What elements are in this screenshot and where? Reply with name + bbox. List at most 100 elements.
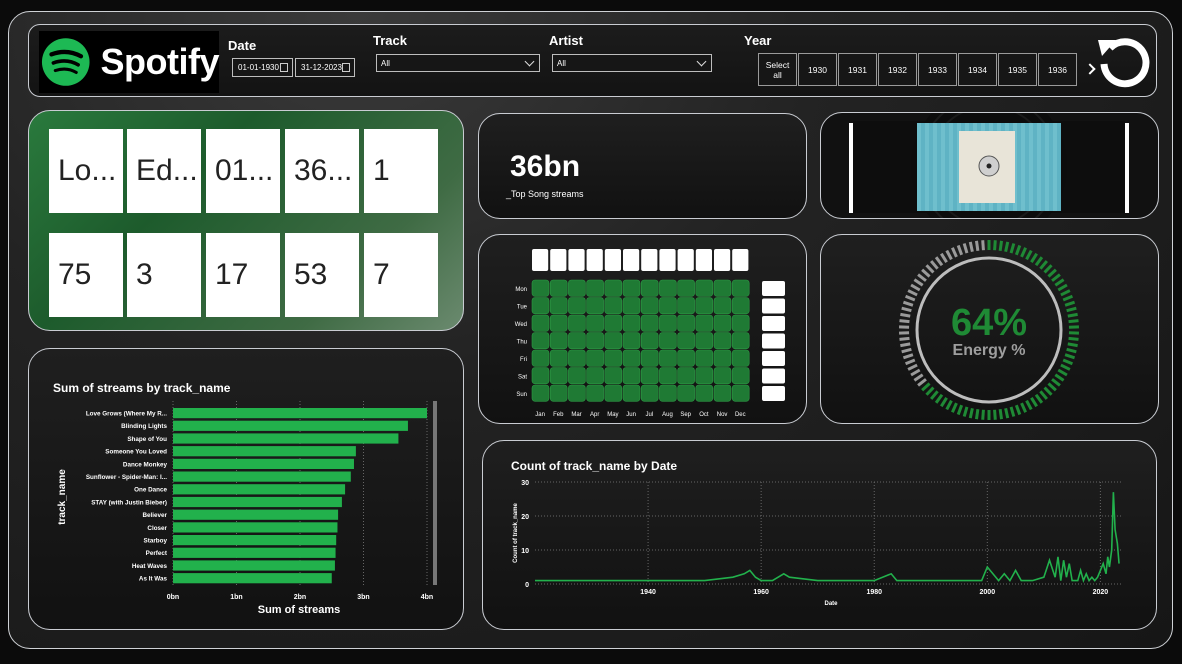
- category-label: Sunflower - Spider-Man: I...: [86, 474, 167, 481]
- day-label: Mon: [515, 287, 527, 293]
- kpi-tile: 53: [285, 233, 359, 317]
- gauge-tick: [910, 283, 921, 292]
- month-header-box: [604, 249, 621, 271]
- gauge-tick: [1062, 358, 1074, 366]
- gauge-tick: [1047, 268, 1057, 278]
- x-tick-label: 2000: [980, 589, 996, 596]
- heatmap-cell: [659, 297, 677, 315]
- heatmap-chart: Jan Feb Mar Apr May Jun Jul Aug Sep Oct Nov Dec Mon T…: [515, 249, 785, 418]
- gauge-tick: [998, 240, 1004, 251]
- y-tick-label: 10: [521, 548, 529, 555]
- streams-bar-chart: 0bn 1bn 2bn 3bn 4bn Love Grows (Where My R...…: [57, 401, 437, 616]
- year-button[interactable]: 1931: [838, 53, 877, 86]
- x-tick-label: 3bn: [357, 594, 369, 601]
- heatmap-cell: [604, 367, 623, 385]
- category-label: Believer: [142, 512, 167, 519]
- year-button[interactable]: 1934: [958, 53, 997, 86]
- gauge-tick: [910, 368, 921, 377]
- date-filter-label: Date: [228, 38, 257, 53]
- gauge-tick: [1057, 283, 1068, 292]
- top-song-value: 36bn: [510, 150, 581, 183]
- heatmap-cell: [659, 367, 677, 385]
- track-dropdown[interactable]: All: [376, 54, 540, 72]
- gauge-tick: [945, 399, 953, 411]
- gauge-tick: [913, 373, 924, 382]
- year-button[interactable]: 1932: [878, 53, 917, 86]
- calendar-icon[interactable]: [280, 63, 288, 72]
- gauge-tick: [1067, 342, 1078, 348]
- gauge-tick: [1062, 294, 1074, 302]
- gauge-tick: [1030, 252, 1038, 263]
- month-header-box: [641, 249, 658, 271]
- artist-dropdown[interactable]: All: [552, 54, 712, 72]
- chevron-down-icon: [524, 56, 535, 67]
- kpi-tiles-panel: Lo... Ed... 01... 36... 1 75 3 17 53 7: [28, 110, 464, 331]
- bar: [173, 573, 332, 584]
- heatmap-cell: [586, 314, 604, 332]
- heatmap-cell: [677, 314, 695, 332]
- bar: [173, 547, 336, 558]
- heatmap-cell: [713, 279, 732, 297]
- month-header-box: [714, 249, 731, 271]
- heatmap-cell: [731, 349, 750, 367]
- category-label: Perfect: [146, 550, 168, 557]
- gauge-tick: [900, 312, 911, 318]
- weekday-month-heatmap: Jan Feb Mar Apr May Jun Jul Aug Sep Oct Nov Dec Mon T…: [478, 234, 807, 424]
- day-total-box: [762, 333, 785, 349]
- gauge-tick: [1066, 347, 1077, 354]
- bar: [173, 458, 354, 469]
- year-button[interactable]: 1930: [798, 53, 837, 86]
- date-start-input[interactable]: 01-01-1930: [232, 58, 293, 77]
- gauge-tick: [1057, 368, 1068, 377]
- heatmap-cell: [531, 367, 550, 385]
- gauge-tick: [1060, 363, 1071, 371]
- month-label: Jan: [535, 412, 545, 418]
- month-header-box: [732, 249, 749, 271]
- reset-icon[interactable]: [1094, 34, 1150, 90]
- heatmap-cell: [549, 332, 568, 350]
- heatmap-cell: [568, 297, 586, 315]
- gauge-tick: [907, 289, 918, 297]
- year-button[interactable]: 1933: [918, 53, 957, 86]
- year-select-all-button[interactable]: Select all: [758, 53, 797, 86]
- x-tick-label: 4bn: [421, 594, 433, 601]
- month-label: Oct: [699, 412, 709, 418]
- category-label: Starboy: [144, 538, 168, 545]
- energy-value: 64%: [951, 302, 1027, 344]
- bar-chart-title: Sum of streams by track_name: [53, 381, 231, 395]
- heatmap-cell: [622, 279, 641, 297]
- gauge-tick: [1009, 243, 1016, 254]
- heatmap-cell: [604, 332, 623, 350]
- bar: [173, 560, 335, 571]
- bar: [173, 433, 399, 444]
- gauge-tick: [974, 240, 980, 251]
- streams-by-track-card: Sum of streams by track_name 0bn 1bn 2bn 3b…: [28, 348, 464, 630]
- month-label: Mar: [571, 412, 581, 418]
- gauge-tick: [940, 397, 948, 408]
- gauge-tick: [945, 249, 953, 261]
- gauge-tick: [930, 260, 939, 270]
- gauge-tick: [998, 409, 1004, 420]
- calendar-icon[interactable]: [342, 63, 350, 72]
- year-button[interactable]: 1936: [1038, 53, 1077, 86]
- heatmap-cell: [713, 367, 732, 385]
- year-slicer: Select all 1930 1931 1932 1933 1934 1935 …: [758, 53, 1078, 86]
- year-button[interactable]: 1935: [998, 53, 1037, 86]
- heatmap-cell: [568, 279, 586, 297]
- gauge-tick: [1004, 407, 1010, 419]
- gauge-tick: [1020, 402, 1027, 413]
- scrollbar[interactable]: [433, 401, 437, 585]
- heatmap-cell: [622, 384, 641, 402]
- heatmap-cell: [531, 349, 550, 367]
- gauge-tick: [921, 268, 931, 278]
- year-filter-label: Year: [744, 33, 772, 48]
- gauge-tick: [1054, 373, 1065, 382]
- month-label: Aug: [662, 412, 673, 418]
- gauge-tick: [1064, 300, 1076, 307]
- heatmap-cell: [549, 297, 568, 315]
- heatmap-cell: [731, 297, 750, 315]
- gauge-tick: [993, 409, 997, 420]
- date-end-input[interactable]: 31-12-2023: [295, 58, 355, 77]
- category-label: One Dance: [134, 487, 167, 494]
- bar: [173, 471, 351, 482]
